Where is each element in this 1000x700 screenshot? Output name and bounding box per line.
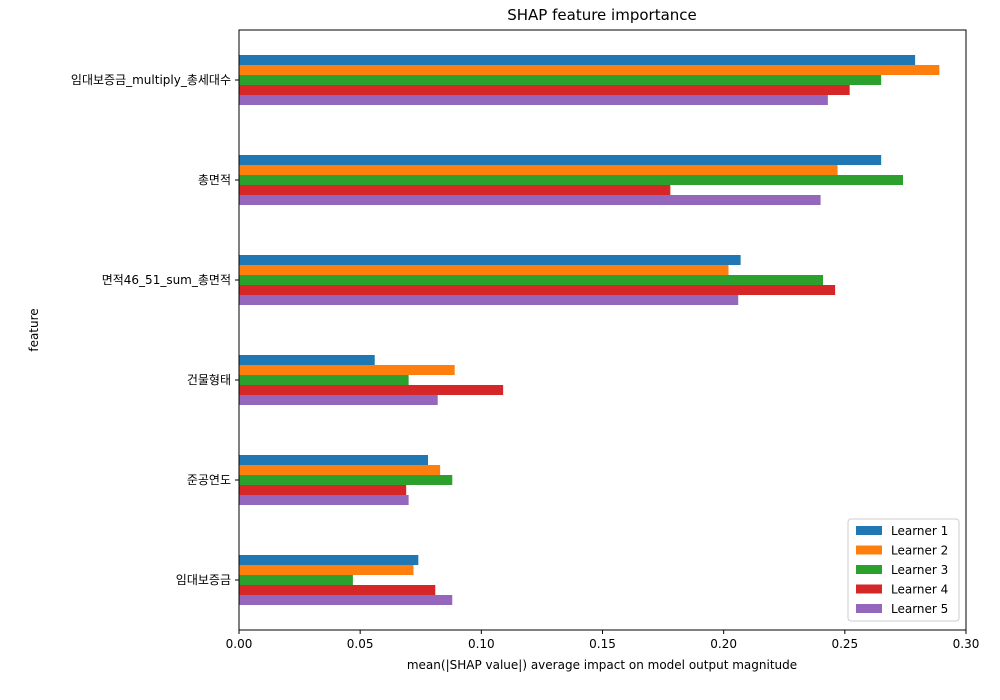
legend-swatch bbox=[856, 526, 882, 535]
bar-2-5 bbox=[239, 465, 441, 475]
bar-2-3 bbox=[239, 265, 729, 275]
bar-3-2 bbox=[239, 175, 903, 185]
bar-1-6 bbox=[239, 555, 419, 565]
y-tick-label: 면적46_51_sum_총면적 bbox=[102, 273, 231, 287]
bar-2-4 bbox=[239, 365, 455, 375]
legend-swatch bbox=[856, 584, 882, 594]
legend-label: Learner 5 bbox=[891, 602, 948, 616]
x-tick-label: 0.20 bbox=[710, 637, 737, 651]
bar-1-2 bbox=[239, 155, 882, 165]
y-tick-label: 건물형태 bbox=[187, 373, 231, 387]
legend-box bbox=[847, 518, 960, 622]
x-tick-label: 0.25 bbox=[831, 637, 858, 651]
legend-label: Learner 4 bbox=[891, 583, 948, 597]
bar-5-5 bbox=[239, 495, 409, 505]
bar-3-5 bbox=[239, 475, 453, 485]
x-tick-label: 0.15 bbox=[589, 637, 616, 651]
bar-3-6 bbox=[239, 575, 353, 585]
legend: Learner 1 Learner 2 Learner 3 Learner 4 Lear… bbox=[847, 518, 960, 622]
legend-label: Learner 3 bbox=[891, 563, 948, 577]
bar-5-3 bbox=[239, 295, 739, 305]
bar-5-2 bbox=[239, 195, 821, 205]
y-axis-label: feature bbox=[27, 308, 41, 351]
legend-swatch bbox=[856, 565, 882, 574]
bar-2-2 bbox=[239, 165, 838, 175]
legend-label: Learner 1 bbox=[891, 524, 948, 538]
y-tick-label: 준공연도 bbox=[187, 473, 231, 487]
bar-1-4 bbox=[239, 355, 375, 365]
legend-swatch bbox=[856, 604, 882, 613]
plot-frame bbox=[238, 29, 967, 631]
chart-title: SHAP feature importance bbox=[507, 6, 697, 24]
bar-3-3 bbox=[239, 275, 824, 285]
y-tick-label: 총면적 bbox=[198, 173, 231, 187]
bar-4-1 bbox=[239, 85, 850, 95]
plot-area: 임대보증금_multiply_총세대수총면적면적46_51_sum_총면적건물형… bbox=[71, 29, 980, 651]
bar-4-2 bbox=[239, 185, 671, 195]
bar-2-6 bbox=[239, 565, 414, 575]
bar-4-5 bbox=[239, 485, 407, 495]
bar-4-4 bbox=[239, 385, 504, 395]
bar-5-6 bbox=[239, 595, 453, 605]
bar-2-1 bbox=[239, 65, 940, 75]
bar-5-4 bbox=[239, 395, 438, 405]
bar-3-1 bbox=[239, 75, 882, 85]
x-tick-label: 0.10 bbox=[468, 637, 495, 651]
legend-swatch bbox=[856, 545, 882, 555]
bar-3-4 bbox=[239, 375, 409, 385]
legend-label: Learner 2 bbox=[891, 544, 948, 558]
bar-1-1 bbox=[239, 55, 916, 65]
bar-4-6 bbox=[239, 585, 436, 595]
bar-1-3 bbox=[239, 255, 741, 265]
bar-1-5 bbox=[239, 455, 429, 465]
x-tick-label: 0.30 bbox=[953, 637, 980, 651]
bar-4-3 bbox=[239, 285, 836, 295]
x-tick-label: 0.00 bbox=[226, 637, 253, 651]
bar-5-1 bbox=[239, 95, 828, 105]
y-tick-label: 임대보증금_multiply_총세대수 bbox=[71, 73, 231, 87]
y-tick-label: 임대보증금 bbox=[176, 573, 231, 587]
x-tick-label: 0.05 bbox=[347, 637, 374, 651]
x-axis-label: mean(|SHAP value|) average impact on mod… bbox=[407, 658, 797, 672]
